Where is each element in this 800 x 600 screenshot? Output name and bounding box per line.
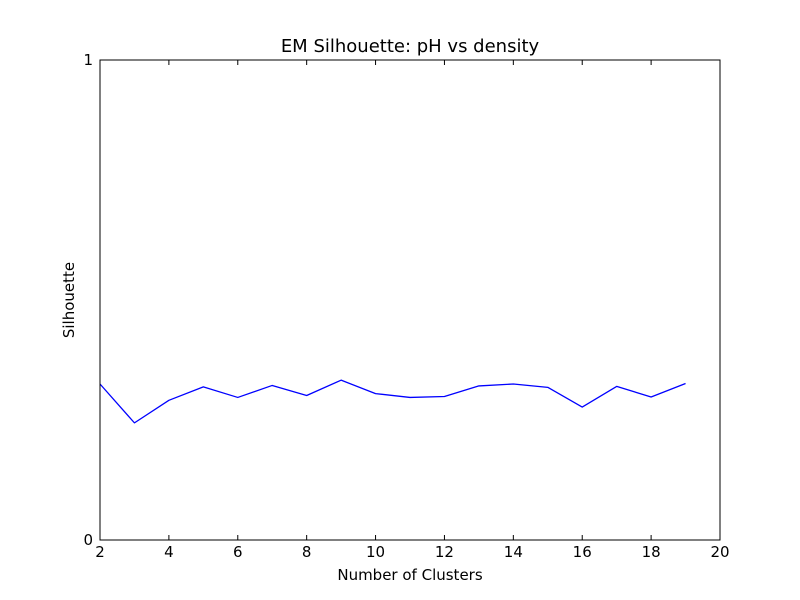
x-tick-label: 12: [435, 543, 454, 561]
x-axis-label: Number of Clusters: [337, 566, 482, 584]
x-tick-label: 2: [95, 543, 105, 561]
x-tick-label: 4: [164, 543, 174, 561]
x-tick-label: 14: [504, 543, 523, 561]
x-tick-label: 18: [642, 543, 661, 561]
axes-frame: [99, 59, 721, 541]
x-tick-label: 6: [233, 543, 243, 561]
x-tick-label: 10: [366, 543, 385, 561]
y-axis-label: Silhouette: [60, 262, 78, 338]
y-tick-label: 0: [83, 531, 93, 549]
x-tick-label: 8: [302, 543, 312, 561]
chart-title: EM Silhouette: pH vs density: [281, 36, 540, 57]
plot-layer: 2 4 6 8 10 12 14 16 18 20 0 1: [83, 51, 729, 561]
y-tick-label: 1: [83, 51, 93, 69]
x-tick-label: 20: [710, 543, 729, 561]
x-tick-label: 16: [573, 543, 592, 561]
series-line-0: [99, 379, 686, 424]
